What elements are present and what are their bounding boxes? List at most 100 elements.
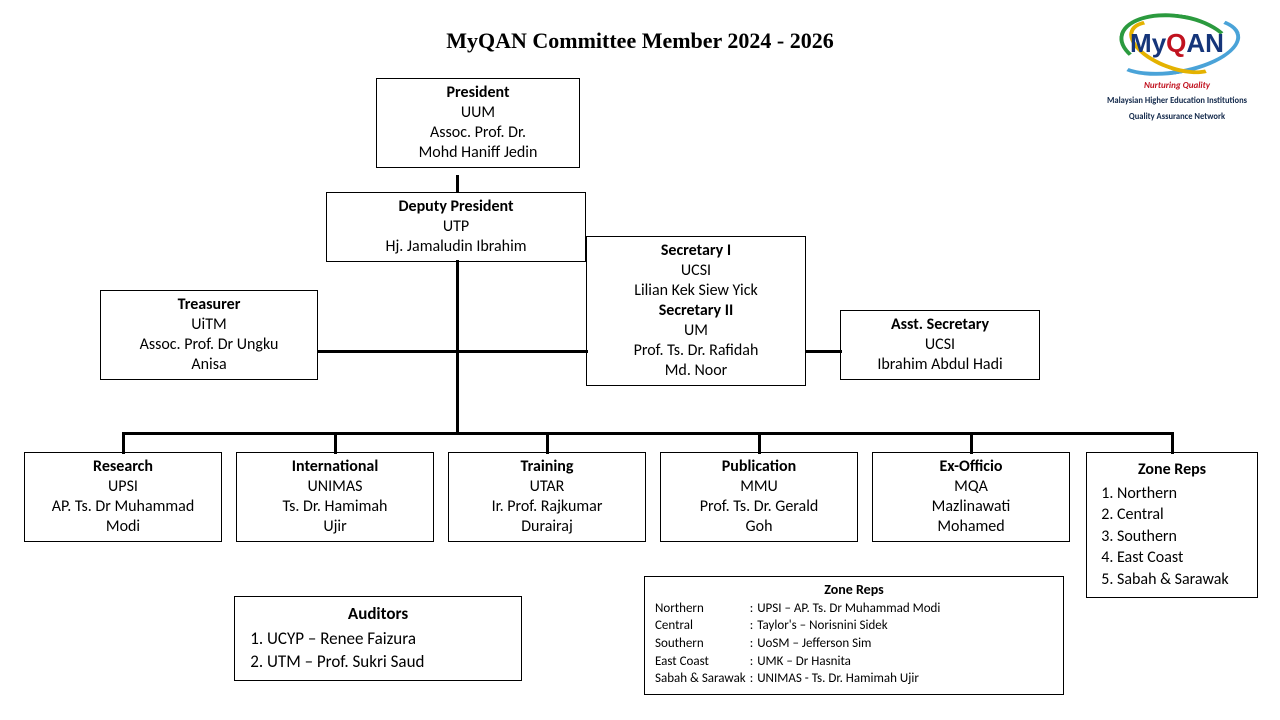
research-name2: Modi: [31, 517, 215, 537]
connector-line: [122, 432, 125, 454]
connector-line: [758, 432, 761, 454]
connector-line: [456, 350, 588, 353]
myqan-logo: MyQAN Nurturing Quality Malaysian Higher…: [1092, 12, 1262, 123]
secretary1-role: Secretary I: [593, 241, 799, 261]
connector-line: [806, 350, 842, 353]
zone-detail-sep: :: [750, 617, 757, 635]
zone-item-1: Northern: [1117, 483, 1247, 505]
research-role: Research: [31, 457, 215, 477]
zone-detail-label: Central: [655, 617, 750, 635]
secretary2-name-a: Prof. Ts. Dr. Rafidah: [593, 341, 799, 361]
zone-detail-row: Sabah & Sarawak:UNIMAS - Ts. Dr. Hamimah…: [655, 670, 944, 688]
connector-line: [546, 432, 549, 454]
deputy-role: Deputy President: [333, 197, 579, 217]
zone-detail-row: Central:Taylor's – Norisnini Sidek: [655, 617, 944, 635]
asst-sec-name: Ibrahim Abdul Hadi: [847, 355, 1033, 375]
zone-item-5: Sabah & Sarawak: [1117, 569, 1247, 591]
treasurer-role: Treasurer: [107, 295, 311, 315]
zone-detail-value: UPSI – AP. Ts. Dr Muhammad Modi: [757, 600, 944, 618]
training-inst: UTAR: [455, 477, 639, 497]
connector-line: [456, 175, 459, 192]
research-name1: AP. Ts. Dr Muhammad: [31, 497, 215, 517]
zone-detail-value: Taylor's – Norisnini Sidek: [757, 617, 944, 635]
secretary1-name: Lilian Kek Siew Yick: [593, 281, 799, 301]
training-name2: Durairaj: [455, 517, 639, 537]
zone-detail-value: UNIMAS - Ts. Dr. Hamimah Ujir: [757, 670, 944, 688]
pub-inst: MMU: [667, 477, 851, 497]
pub-role: Publication: [667, 457, 851, 477]
pub-name1: Prof. Ts. Dr. Gerald: [667, 497, 851, 517]
zone-item-3: Southern: [1117, 526, 1247, 548]
logo-suffix: AN: [1186, 28, 1224, 58]
logo-prefix: My: [1130, 28, 1166, 58]
zone-detail-box: Zone Reps Northern:UPSI – AP. Ts. Dr Muh…: [644, 576, 1064, 695]
logo-subtitle1: Malaysian Higher Education Institutions: [1092, 97, 1262, 107]
training-box: Training UTAR Ir. Prof. Rajkumar Duraira…: [448, 452, 646, 542]
zone-detail-sep: :: [750, 600, 757, 618]
zone-detail-role: Zone Reps: [655, 581, 1053, 600]
secretary-box: Secretary I UCSI Lilian Kek Siew Yick Se…: [586, 236, 806, 386]
exo-name2: Mohamed: [879, 517, 1063, 537]
asst-sec-role: Asst. Secretary: [847, 315, 1033, 335]
connector-line: [334, 432, 337, 454]
zone-detail-sep: :: [750, 653, 757, 671]
research-inst: UPSI: [31, 477, 215, 497]
treasurer-inst: UiTM: [107, 315, 311, 335]
connector-line: [1171, 432, 1174, 454]
zone-detail-label: Sabah & Sarawak: [655, 670, 750, 688]
treasurer-box: Treasurer UiTM Assoc. Prof. Dr Ungku Ani…: [100, 290, 318, 380]
zone-reps-box: Zone Reps Northern Central Southern East…: [1086, 452, 1258, 598]
training-name1: Ir. Prof. Rajkumar: [455, 497, 639, 517]
zone-item-2: Central: [1117, 504, 1247, 526]
exo-role: Ex-Officio: [879, 457, 1063, 477]
zone-item-4: East Coast: [1117, 547, 1247, 569]
president-box: President UUM Assoc. Prof. Dr. Mohd Hani…: [376, 78, 580, 168]
auditors-role: Auditors: [245, 603, 511, 626]
zone-detail-label: East Coast: [655, 653, 750, 671]
research-box: Research UPSI AP. Ts. Dr Muhammad Modi: [24, 452, 222, 542]
asst-sec-inst: UCSI: [847, 335, 1033, 355]
zone-detail-table: Northern:UPSI – AP. Ts. Dr Muhammad Modi…: [655, 600, 944, 688]
exo-name1: Mazlinawati: [879, 497, 1063, 517]
deputy-inst: UTP: [333, 217, 579, 237]
asst-secretary-box: Asst. Secretary UCSI Ibrahim Abdul Hadi: [840, 310, 1040, 380]
secretary1-inst: UCSI: [593, 261, 799, 281]
auditor-1: UCYP – Renee Faizura: [267, 628, 511, 651]
logo-q: Q: [1166, 28, 1186, 58]
connector-line: [970, 432, 973, 454]
pub-name2: Goh: [667, 517, 851, 537]
zone-detail-label: Northern: [655, 600, 750, 618]
exo-inst: MQA: [879, 477, 1063, 497]
zone-detail-sep: :: [750, 670, 757, 688]
intl-name1: Ts. Dr. Hamimah: [243, 497, 427, 517]
zone-detail-sep: :: [750, 635, 757, 653]
zone-detail-value: UoSM – Jefferson Sim: [757, 635, 944, 653]
intl-inst: UNIMAS: [243, 477, 427, 497]
zone-detail-row: East Coast:UMK – Dr Hasnita: [655, 653, 944, 671]
training-role: Training: [455, 457, 639, 477]
page-title: MyQAN Committee Member 2024 - 2026: [0, 28, 1280, 54]
exofficio-box: Ex-Officio MQA Mazlinawati Mohamed: [872, 452, 1070, 542]
connector-line: [122, 432, 1174, 435]
secretary2-inst: UM: [593, 321, 799, 341]
zone-detail-label: Southern: [655, 635, 750, 653]
treasurer-name2: Anisa: [107, 355, 311, 375]
president-inst: UUM: [383, 103, 573, 123]
president-name1: Assoc. Prof. Dr.: [383, 123, 573, 143]
zone-detail-row: Northern:UPSI – AP. Ts. Dr Muhammad Modi: [655, 600, 944, 618]
intl-role: International: [243, 457, 427, 477]
deputy-box: Deputy President UTP Hj. Jamaludin Ibrah…: [326, 192, 586, 262]
treasurer-name1: Assoc. Prof. Dr Ungku: [107, 335, 311, 355]
secretary2-name-b: Md. Noor: [593, 361, 799, 381]
zone-detail-row: Southern:UoSM – Jefferson Sim: [655, 635, 944, 653]
publication-box: Publication MMU Prof. Ts. Dr. Gerald Goh: [660, 452, 858, 542]
auditors-box: Auditors UCYP – Renee Faizura UTM – Prof…: [234, 596, 522, 681]
intl-name2: Ujir: [243, 517, 427, 537]
auditors-list: UCYP – Renee Faizura UTM – Prof. Sukri S…: [267, 628, 511, 674]
president-name2: Mohd Haniff Jedin: [383, 143, 573, 163]
auditor-2: UTM – Prof. Sukri Saud: [267, 651, 511, 674]
logo-subtitle2: Quality Assurance Network: [1092, 113, 1262, 123]
connector-line: [318, 350, 459, 353]
connector-line: [456, 260, 459, 435]
zone-detail-value: UMK – Dr Hasnita: [757, 653, 944, 671]
